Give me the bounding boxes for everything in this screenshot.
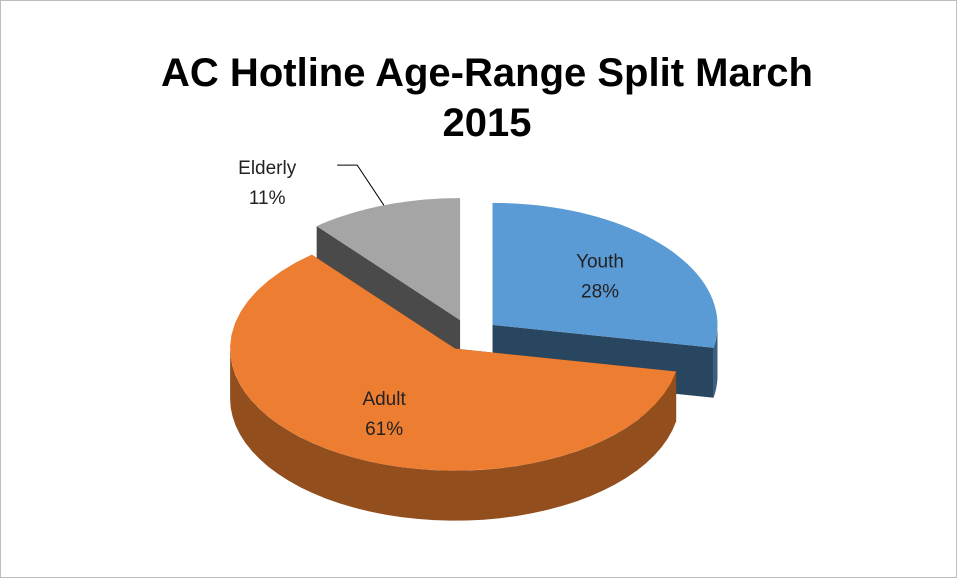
title-line: AC Hotline Age-Range Split March	[161, 51, 813, 95]
pie: Youth 28% Adult 61% Elderly 11%	[230, 158, 718, 521]
chart-title: AC Hotline Age-Range Split March 2015	[161, 51, 813, 145]
slice-label: Youth	[576, 252, 624, 273]
slice-value-label: 11%	[249, 188, 286, 209]
slice	[492, 202, 718, 348]
slice-label: Elderly	[238, 158, 297, 179]
slice-label: Adult	[362, 389, 406, 410]
title-line: 2015	[443, 101, 532, 145]
slice-side	[230, 348, 677, 521]
slice	[230, 254, 677, 471]
slice-value-label: 28%	[581, 282, 619, 303]
slice-side	[713, 324, 718, 398]
leader-line	[337, 164, 385, 206]
slice-value-label: 61%	[365, 419, 403, 440]
slice	[316, 198, 461, 321]
